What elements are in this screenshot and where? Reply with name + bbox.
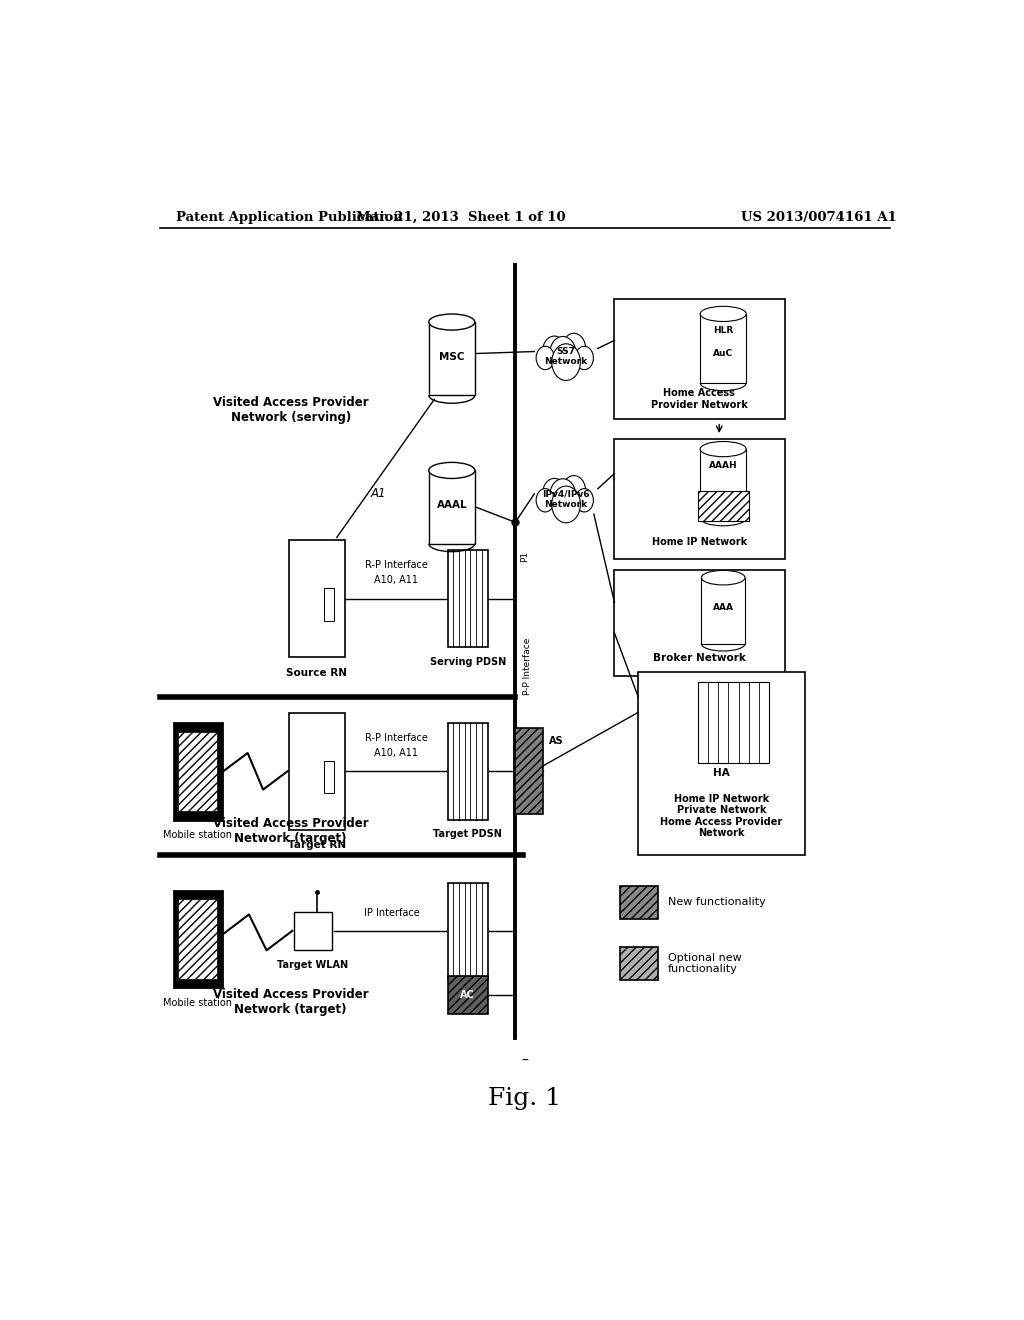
Text: HLR: HLR — [713, 326, 733, 335]
Text: Source RN: Source RN — [287, 668, 347, 677]
FancyBboxPatch shape — [620, 886, 658, 919]
Circle shape — [562, 334, 586, 363]
Circle shape — [575, 346, 593, 370]
FancyBboxPatch shape — [289, 540, 345, 657]
FancyBboxPatch shape — [620, 948, 658, 979]
FancyBboxPatch shape — [289, 713, 345, 830]
FancyBboxPatch shape — [614, 569, 784, 676]
FancyBboxPatch shape — [174, 723, 221, 820]
FancyBboxPatch shape — [638, 672, 805, 854]
Text: Target PDSN: Target PDSN — [433, 829, 502, 840]
Text: AC: AC — [460, 990, 475, 999]
Text: A10, A11: A10, A11 — [374, 576, 418, 585]
Text: A10, A11: A10, A11 — [374, 748, 418, 758]
Ellipse shape — [429, 462, 475, 478]
Text: Home Access
Provider Network: Home Access Provider Network — [651, 388, 748, 411]
Circle shape — [543, 478, 566, 508]
FancyBboxPatch shape — [447, 883, 487, 979]
Text: –: – — [521, 1053, 528, 1068]
FancyBboxPatch shape — [614, 298, 784, 418]
FancyBboxPatch shape — [325, 760, 334, 793]
Text: AuC: AuC — [713, 348, 733, 358]
FancyBboxPatch shape — [429, 470, 475, 544]
Text: R-P Interface: R-P Interface — [365, 560, 428, 570]
Text: Home IP Network
Private Network
Home Access Provider
Network: Home IP Network Private Network Home Acc… — [660, 793, 782, 838]
Text: US 2013/0074161 A1: US 2013/0074161 A1 — [740, 211, 896, 224]
Text: AAAL: AAAL — [436, 500, 467, 510]
FancyBboxPatch shape — [447, 550, 487, 647]
Text: Serving PDSN: Serving PDSN — [429, 656, 506, 667]
FancyBboxPatch shape — [447, 975, 487, 1014]
Text: HA: HA — [714, 768, 730, 779]
Text: Fig. 1: Fig. 1 — [488, 1088, 561, 1110]
Circle shape — [537, 488, 554, 512]
FancyBboxPatch shape — [700, 314, 746, 383]
Text: MSC: MSC — [439, 351, 465, 362]
Text: Broker Network: Broker Network — [653, 653, 745, 664]
Text: P-P Interface: P-P Interface — [523, 638, 532, 696]
Text: Patent Application Publication: Patent Application Publication — [176, 211, 402, 224]
Text: IP Interface: IP Interface — [364, 908, 420, 917]
Text: Visited Access Provider
Network (target): Visited Access Provider Network (target) — [213, 817, 369, 845]
FancyBboxPatch shape — [178, 899, 217, 978]
FancyBboxPatch shape — [701, 578, 745, 644]
Circle shape — [562, 475, 586, 506]
Text: A1: A1 — [371, 487, 386, 500]
Text: Target RN: Target RN — [288, 841, 346, 850]
FancyBboxPatch shape — [174, 891, 221, 987]
Ellipse shape — [700, 306, 746, 322]
Circle shape — [550, 479, 575, 512]
FancyBboxPatch shape — [447, 723, 487, 820]
FancyBboxPatch shape — [697, 682, 769, 763]
Circle shape — [537, 346, 554, 370]
Circle shape — [552, 343, 581, 380]
Circle shape — [575, 488, 593, 512]
Text: Optional new
functionality: Optional new functionality — [668, 953, 741, 974]
FancyBboxPatch shape — [325, 587, 334, 620]
Text: R-P Interface: R-P Interface — [365, 733, 428, 743]
Circle shape — [550, 337, 575, 370]
Text: Mobile station: Mobile station — [164, 998, 232, 1008]
Ellipse shape — [429, 314, 475, 330]
Ellipse shape — [700, 441, 746, 457]
Text: Mar. 21, 2013  Sheet 1 of 10: Mar. 21, 2013 Sheet 1 of 10 — [356, 211, 566, 224]
FancyBboxPatch shape — [515, 729, 543, 814]
Text: SS7
Network: SS7 Network — [545, 347, 588, 366]
FancyBboxPatch shape — [697, 491, 749, 521]
Text: Target WLAN: Target WLAN — [278, 961, 348, 970]
FancyBboxPatch shape — [429, 322, 475, 395]
FancyBboxPatch shape — [614, 440, 784, 558]
Text: Visited Access Provider
Network (target): Visited Access Provider Network (target) — [213, 987, 369, 1016]
FancyBboxPatch shape — [700, 449, 746, 519]
Ellipse shape — [701, 570, 745, 585]
Text: New functionality: New functionality — [668, 898, 765, 907]
Text: AS: AS — [549, 735, 563, 746]
Circle shape — [543, 337, 566, 366]
Text: Mobile station: Mobile station — [164, 830, 232, 841]
Text: Visited Access Provider
Network (serving): Visited Access Provider Network (serving… — [213, 396, 369, 425]
Circle shape — [552, 486, 581, 523]
Text: AAAH: AAAH — [709, 461, 737, 470]
Text: AAA: AAA — [713, 603, 734, 612]
Text: P1: P1 — [520, 552, 529, 562]
FancyBboxPatch shape — [294, 912, 332, 950]
Text: IPv4/IPv6
Network: IPv4/IPv6 Network — [543, 490, 590, 508]
Text: Home IP Network: Home IP Network — [651, 537, 748, 546]
FancyBboxPatch shape — [178, 731, 217, 810]
